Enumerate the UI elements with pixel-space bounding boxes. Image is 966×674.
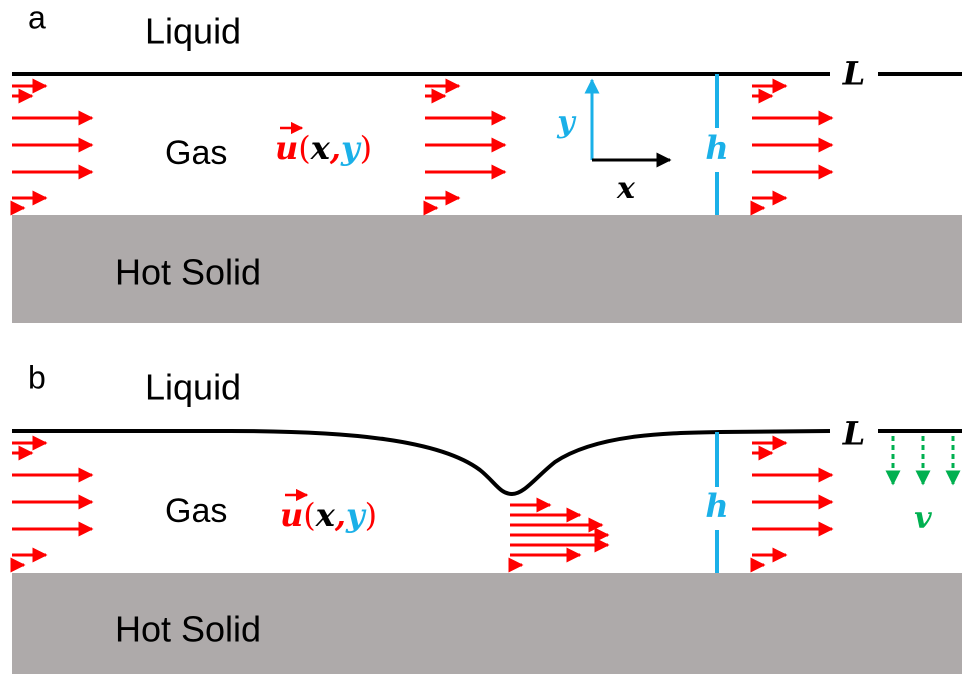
paren: ) xyxy=(365,496,377,534)
gas-label: Gas xyxy=(165,492,227,530)
velocity-label: u(x,y) xyxy=(280,496,377,534)
comma: , xyxy=(334,496,346,534)
panel-label: b xyxy=(28,359,46,395)
gas-label: Gas xyxy=(165,134,227,172)
interface-label: L xyxy=(842,55,866,93)
comma: , xyxy=(329,129,341,167)
height-label: h xyxy=(705,129,728,167)
liquid-label: Liquid xyxy=(145,367,241,408)
suction-arrows xyxy=(893,436,953,484)
solid-label: Hot Solid xyxy=(115,252,261,293)
interface-label: L xyxy=(842,415,866,453)
velocity-label: u(x,y) xyxy=(275,129,372,167)
velocity-symbol: u xyxy=(280,496,303,534)
solid-label: Hot Solid xyxy=(115,609,261,650)
panel-label: a xyxy=(28,0,46,35)
paren: ) xyxy=(360,129,372,167)
suction-label: v xyxy=(914,501,932,536)
height-label: h xyxy=(705,487,728,525)
velocity-x: x xyxy=(315,496,336,534)
paren: ( xyxy=(303,496,315,534)
y-axis-label: y xyxy=(556,105,577,140)
paren: ( xyxy=(298,129,310,167)
x-axis-label: x xyxy=(616,171,636,206)
interface xyxy=(12,431,830,494)
velocity-symbol: u xyxy=(275,129,298,167)
velocity-x: x xyxy=(310,129,331,167)
liquid-label: Liquid xyxy=(145,11,241,52)
figure: a Liquid Gas Hot Solid L h u(x,y) y x b … xyxy=(0,0,966,674)
